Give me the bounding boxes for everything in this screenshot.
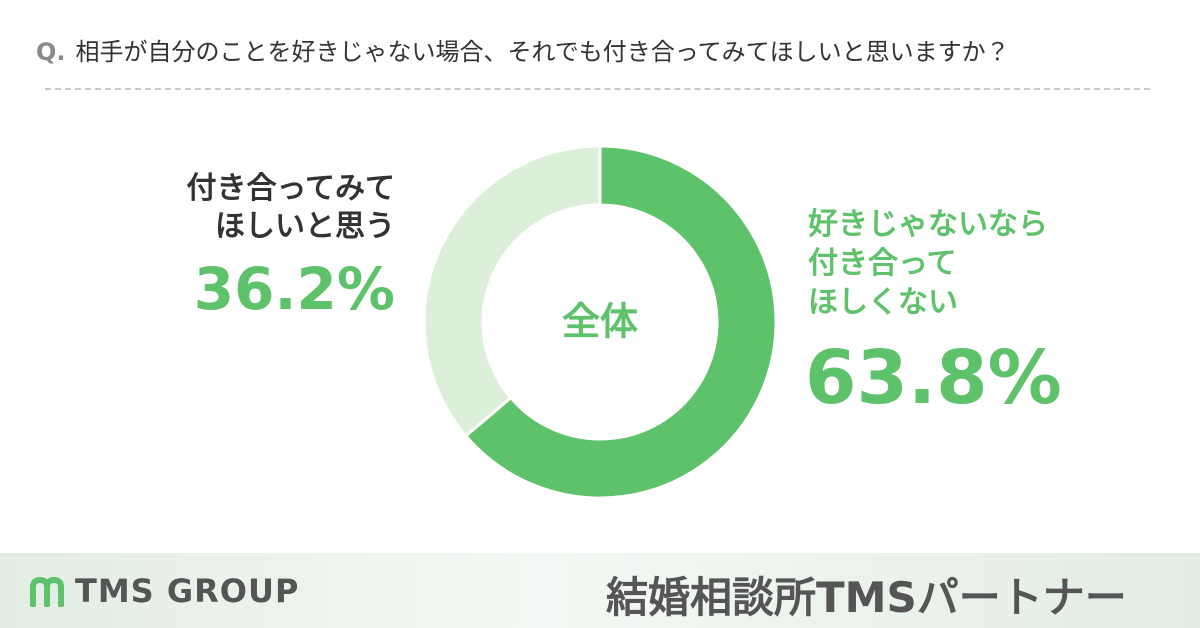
logo-text: TMS GROUP	[75, 572, 300, 610]
question: Q. 相手が自分のことを好きじゃない場合、それでも付き合ってみてほしいと思いますか…	[36, 32, 1010, 67]
logo-icon	[30, 577, 64, 607]
category-label: 好きじゃないなら 付き合って ほしくない	[808, 207, 1048, 320]
donut-segment	[463, 144, 778, 500]
center-label: 全体	[562, 300, 638, 344]
category-label: 付き合ってみて ほしいと思う	[186, 171, 396, 244]
chart-title: 相手が自分のことを好きじゃない場合、それでも付き合ってみてほしいと思いますか？	[75, 38, 1010, 66]
value-label: 63.8%	[805, 335, 1062, 421]
donut	[422, 144, 778, 500]
question-mark: Q.	[36, 38, 66, 66]
footer	[0, 553, 1200, 628]
divider	[45, 88, 1150, 90]
brand: 結婚相談所TMSパートナー	[606, 573, 1127, 622]
donut-segment	[422, 144, 602, 438]
value-label: 36.2%	[193, 255, 395, 323]
